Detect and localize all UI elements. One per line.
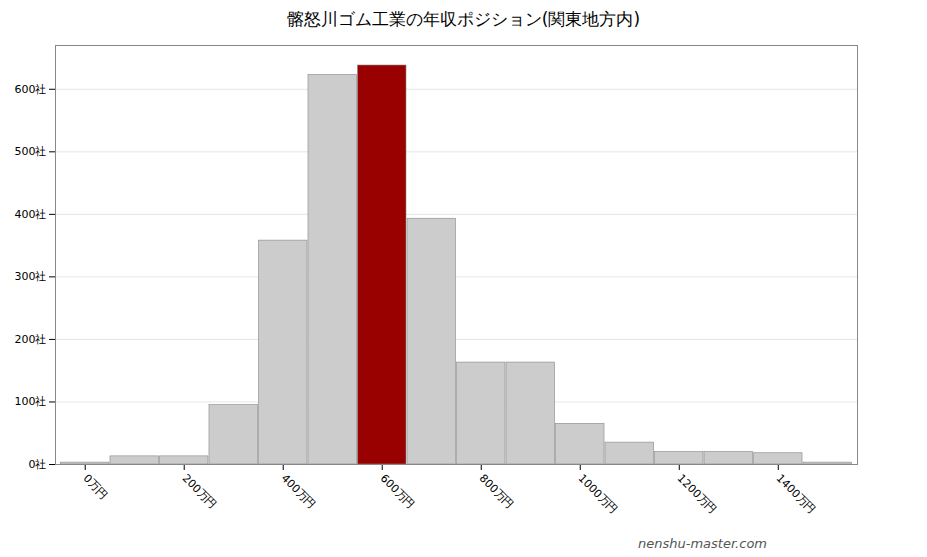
svg-text:200万円: 200万円: [180, 472, 220, 512]
html-text:nenshu-master.com: nenshu-master.com: [638, 536, 767, 551]
svg-text:200社: 200社: [15, 333, 47, 346]
svg-text:400万円: 400万円: [279, 472, 319, 512]
svg-text:100社: 100社: [15, 395, 47, 408]
svg-text:600社: 600社: [15, 83, 47, 96]
svg-text:300社: 300社: [15, 270, 47, 283]
svg-text:600万円: 600万円: [378, 472, 418, 512]
svg-text:1000万円: 1000万円: [576, 472, 621, 517]
svg-text:500社: 500社: [15, 145, 47, 158]
svg-text:1200万円: 1200万円: [675, 472, 720, 517]
svg-text:0万円: 0万円: [81, 472, 111, 502]
svg-text:800万円: 800万円: [477, 472, 517, 512]
html-text:髂怒川ゴム工業の年収ポジション(関東地方内): 髂怒川ゴム工業の年収ポジション(関東地方内): [286, 9, 641, 29]
svg-text:400社: 400社: [15, 208, 47, 221]
svg-text:0社: 0社: [29, 458, 47, 471]
svg-text:1400万円: 1400万円: [774, 472, 819, 517]
